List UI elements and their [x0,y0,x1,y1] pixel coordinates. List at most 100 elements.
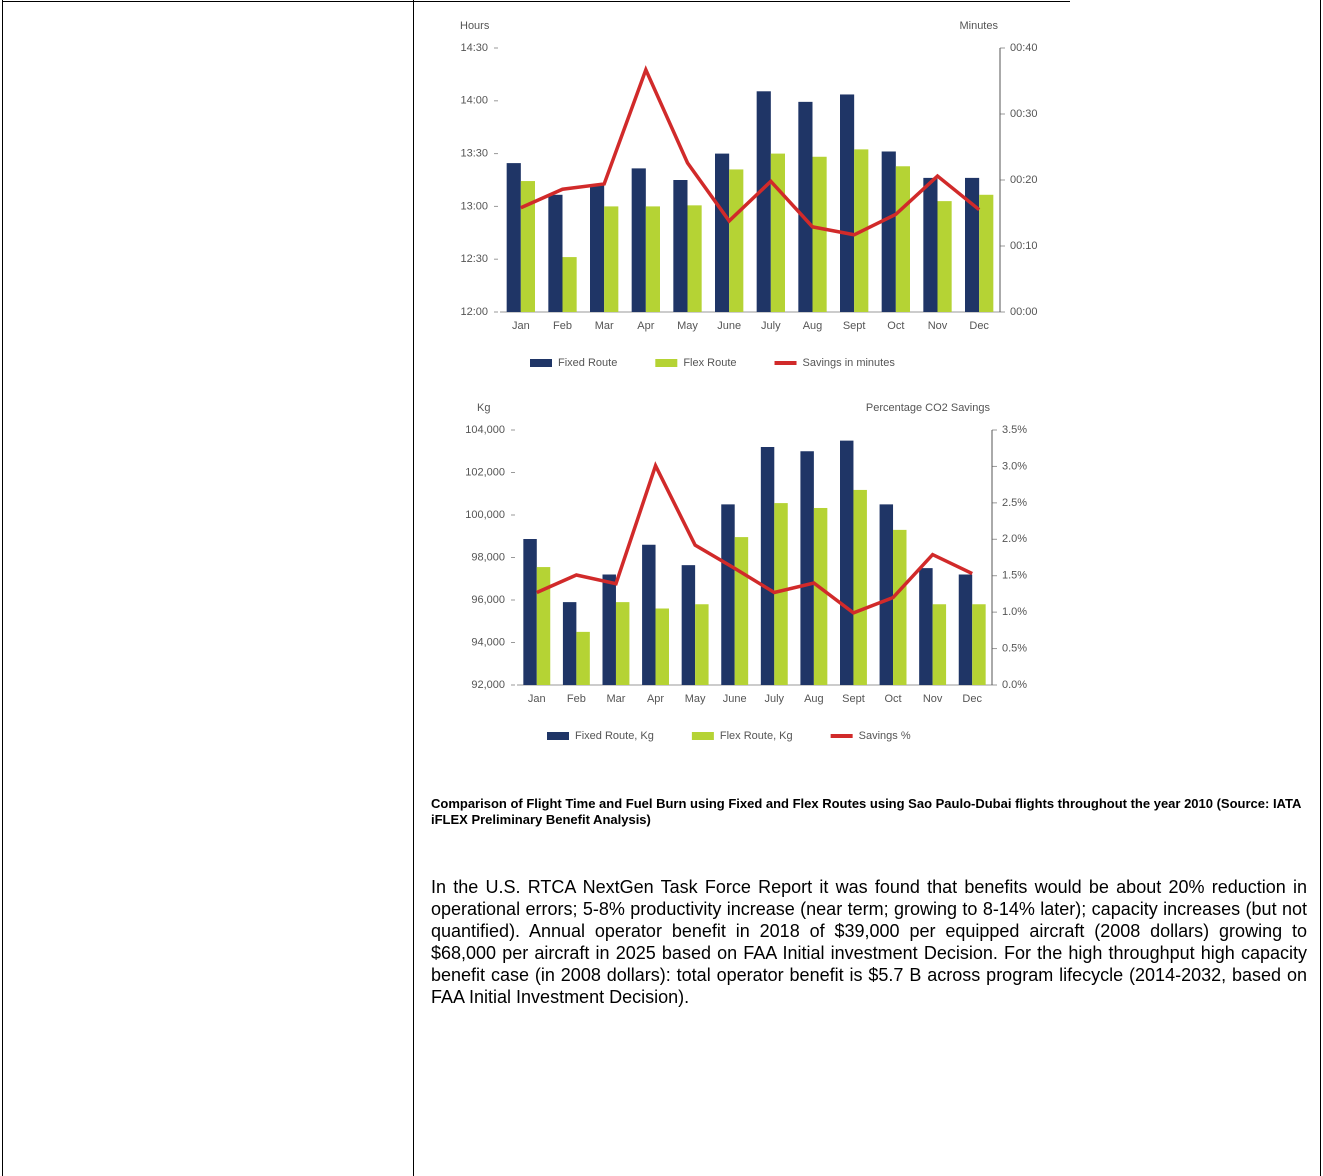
y-tick-label: 14:30 [460,42,488,54]
bar [919,568,933,685]
table-border [413,0,414,1176]
bar [536,567,551,685]
y2-tick-label: 00:10 [1010,240,1038,252]
bar [770,153,785,312]
legend-label: Flex Route [683,357,736,369]
bar [520,181,535,312]
bar [895,166,910,312]
y2-tick-label: 2.0% [1002,533,1027,545]
x-tick-label: Apr [647,693,664,705]
bar [853,489,867,685]
legend-label: Fixed Route [558,357,617,369]
bar [681,565,696,685]
legend-label: Savings in minutes [803,357,896,369]
y-tick-label: 96,000 [471,594,505,606]
y-axis-label: Hours [460,20,490,32]
bar [893,529,907,685]
legend-swatch [530,359,552,367]
bar [631,168,646,312]
bar [687,205,702,312]
bar [774,503,788,685]
bar [800,451,814,685]
y2-tick-label: 3.0% [1002,460,1027,472]
x-tick-label: Apr [637,320,654,332]
y-tick-label: 102,000 [465,466,505,478]
legend-swatch [774,361,797,365]
bar [506,163,521,312]
bar [645,206,660,312]
y2-tick-label: 00:20 [1010,174,1038,186]
y-tick-label: 12:00 [460,306,488,318]
bar [523,539,537,685]
table-border [2,0,3,1176]
x-tick-label: Feb [567,693,586,705]
bar [721,504,735,685]
x-tick-label: Sept [843,320,866,332]
y-tick-label: 100,000 [465,509,505,521]
x-tick-label: June [723,693,747,705]
x-tick-label: Nov [928,320,948,332]
y2-tick-label: 3.5% [1002,424,1027,436]
y2-axis-label: Minutes [959,20,998,32]
legend-label: Savings % [859,730,911,742]
legend-swatch [830,734,853,738]
bar [655,608,669,685]
bar [972,604,986,685]
y2-axis-label: Percentage CO2 Savings [866,402,991,414]
y-tick-label: 14:00 [460,95,488,107]
x-tick-label: Oct [884,693,901,705]
y2-tick-label: 00:30 [1010,108,1038,120]
x-tick-label: Mar [595,320,614,332]
bar [548,194,563,312]
y-tick-label: 98,000 [471,551,505,563]
bar [937,201,952,312]
bar [840,94,855,313]
bar [760,447,775,685]
bar [695,604,709,685]
x-tick-label: Oct [887,320,904,332]
line [520,65,981,237]
table-border [2,1,1070,2]
x-tick-label: Aug [804,693,824,705]
bar [562,602,577,685]
bar [562,257,577,312]
bar [879,504,894,685]
y-tick-label: 13:30 [460,148,488,160]
bar [798,101,813,312]
bar [576,631,590,685]
y-tick-label: 104,000 [465,424,505,436]
y-tick-label: 12:30 [460,253,488,265]
y-axis-label: Kg [477,402,490,414]
x-tick-label: Dec [962,693,982,705]
y2-tick-label: 00:00 [1010,306,1038,318]
x-tick-label: Jan [528,693,546,705]
bar [604,206,619,312]
y2-tick-label: 0.0% [1002,679,1027,691]
bar [642,544,656,685]
y2-tick-label: 2.5% [1002,497,1027,509]
bar [590,185,605,312]
y2-tick-label: 1.5% [1002,570,1027,582]
x-tick-label: Mar [606,693,625,705]
x-tick-label: May [685,693,706,705]
x-tick-label: Sept [842,693,865,705]
table-border [1320,0,1321,1176]
legend-swatch [547,732,569,740]
bar [602,574,616,685]
bar [756,91,771,313]
line [536,461,973,615]
x-tick-label: June [717,320,741,332]
y2-tick-label: 1.0% [1002,606,1027,618]
y-tick-label: 13:00 [460,200,488,212]
x-tick-label: Aug [803,320,823,332]
x-tick-label: Jan [512,320,530,332]
legend-label: Fixed Route, Kg [575,730,654,742]
x-tick-label: Dec [969,320,989,332]
bar [734,537,749,685]
bar [812,156,827,312]
bar [673,180,688,312]
bar [932,604,947,685]
bar [881,151,896,312]
legend-swatch [691,732,714,740]
y2-tick-label: 00:40 [1010,42,1038,54]
